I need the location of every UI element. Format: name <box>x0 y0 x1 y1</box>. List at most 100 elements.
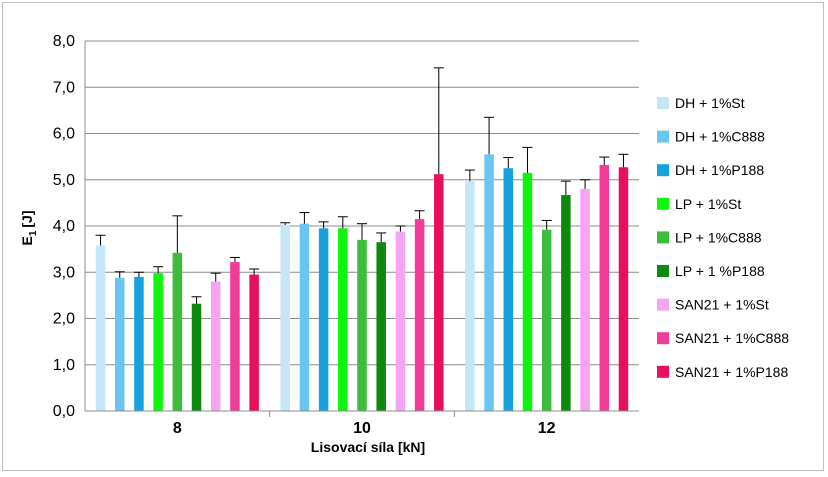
legend-swatch <box>657 298 669 311</box>
bar <box>95 245 106 411</box>
bar <box>230 262 240 411</box>
bar <box>395 231 406 411</box>
bar <box>210 281 221 411</box>
error-bar <box>133 271 144 277</box>
error-bar <box>580 179 591 189</box>
error-bar <box>522 146 533 173</box>
bar <box>434 174 444 411</box>
y-tick-label: 4,0 <box>53 218 75 235</box>
legend-label: SAN21 + 1%C888 <box>675 330 789 346</box>
x-axis-label: Lisovací síla [kN] <box>311 439 425 455</box>
legend-label: DH + 1%P188 <box>675 162 764 178</box>
error-bar <box>618 153 629 168</box>
bar <box>357 239 367 411</box>
x-category-label: 10 <box>353 420 371 437</box>
y-axis-label-unit: [J] <box>19 210 35 227</box>
error-bar <box>229 256 240 263</box>
legend-swatch <box>657 332 669 345</box>
x-category-label: 12 <box>538 420 556 437</box>
error-bar <box>414 210 425 220</box>
y-tick-label: 6,0 <box>53 126 75 143</box>
y-tick-labels: 0,0 1,0 2,0 3,0 4,0 5,0 6,0 7,0 8,0 <box>53 33 75 420</box>
y-tick-label: 2,0 <box>53 311 75 328</box>
error-bar <box>560 180 571 196</box>
chart-frame: 0,0 1,0 2,0 3,0 4,0 5,0 6,0 7,0 8,0 8 10 12 Lisova… <box>2 2 824 471</box>
bar <box>191 303 202 411</box>
y-tick-label: 3,0 <box>53 264 75 281</box>
error-bar <box>153 266 164 274</box>
error-bar <box>249 268 260 275</box>
y-axis-label-sub: 1 <box>28 230 39 236</box>
legend-label: LP + 1%St <box>675 196 741 212</box>
bar <box>522 172 533 411</box>
bar <box>561 195 571 411</box>
bar-chart: 0,0 1,0 2,0 3,0 4,0 5,0 6,0 7,0 8,0 8 10 12 Lisova… <box>19 33 789 455</box>
error-bar <box>280 222 291 226</box>
legend-label: LP + 1%C888 <box>675 229 762 245</box>
legend: DH + 1%St DH + 1%C888 DH + 1%P188 LP + 1%St… <box>657 95 789 380</box>
bar <box>580 189 590 411</box>
y-tick-label: 1,0 <box>53 357 75 374</box>
y-tick-label: 5,0 <box>53 172 75 189</box>
bar <box>318 228 329 411</box>
legend-swatch <box>657 231 669 244</box>
y-tick-label: 0,0 <box>53 403 75 420</box>
legend-item: DH + 1%C888 <box>657 129 765 145</box>
bar <box>153 273 163 411</box>
legend-swatch <box>657 197 669 210</box>
legend-item: SAN21 + 1%St <box>657 297 769 313</box>
legend-swatch <box>657 130 669 143</box>
legend-item: DH + 1%St <box>657 95 745 111</box>
legend-item: SAN21 + 1%P188 <box>657 364 788 380</box>
bar <box>376 242 386 411</box>
axes <box>84 41 639 417</box>
legend-label: DH + 1%St <box>675 95 745 111</box>
bar <box>414 219 425 411</box>
error-bar <box>599 156 610 165</box>
error-bar <box>114 271 125 278</box>
error-bar <box>541 219 552 230</box>
bar <box>114 277 125 411</box>
error-bar <box>191 296 202 304</box>
error-bar <box>172 215 183 253</box>
legend-swatch <box>657 365 669 378</box>
legend-item: LP + 1%St <box>657 196 741 212</box>
error-bar <box>210 272 221 282</box>
bar <box>503 168 514 411</box>
legend-swatch <box>657 164 669 177</box>
legend-label: SAN21 + 1%P188 <box>675 364 788 380</box>
legend-item: DH + 1%P188 <box>657 162 764 178</box>
bar <box>134 276 144 411</box>
error-bar <box>318 221 329 229</box>
legend-label: SAN21 + 1%St <box>675 297 769 313</box>
error-bar <box>433 67 444 175</box>
legend-label: DH + 1%C888 <box>675 129 765 145</box>
error-bar <box>503 157 514 169</box>
error-bar <box>95 234 106 246</box>
bar <box>280 225 290 411</box>
legend-item: LP + 1 %P188 <box>657 263 765 279</box>
error-bar <box>299 212 310 224</box>
error-bar <box>395 225 406 232</box>
y-axis-label-main: E <box>19 236 35 245</box>
bar <box>465 181 475 411</box>
error-bar <box>357 223 367 240</box>
bar <box>249 274 259 411</box>
legend-label: LP + 1 %P188 <box>675 263 765 279</box>
error-bar <box>337 216 348 229</box>
x-category-label: 8 <box>173 420 182 437</box>
bar <box>299 223 310 411</box>
error-bar <box>464 169 475 182</box>
bar <box>541 229 552 411</box>
svg-text:E1[J]: E1 [J] <box>19 210 39 245</box>
legend-swatch <box>657 265 669 277</box>
error-bars-group <box>95 67 629 304</box>
y-tick-label: 7,0 <box>53 79 75 96</box>
error-bar <box>484 116 495 155</box>
bar <box>599 164 610 411</box>
y-tick-label: 8,0 <box>53 33 75 50</box>
bar <box>618 167 629 411</box>
y-axis-label: E1 [J] <box>19 210 39 245</box>
error-bar <box>376 232 387 243</box>
legend-swatch <box>657 97 669 109</box>
